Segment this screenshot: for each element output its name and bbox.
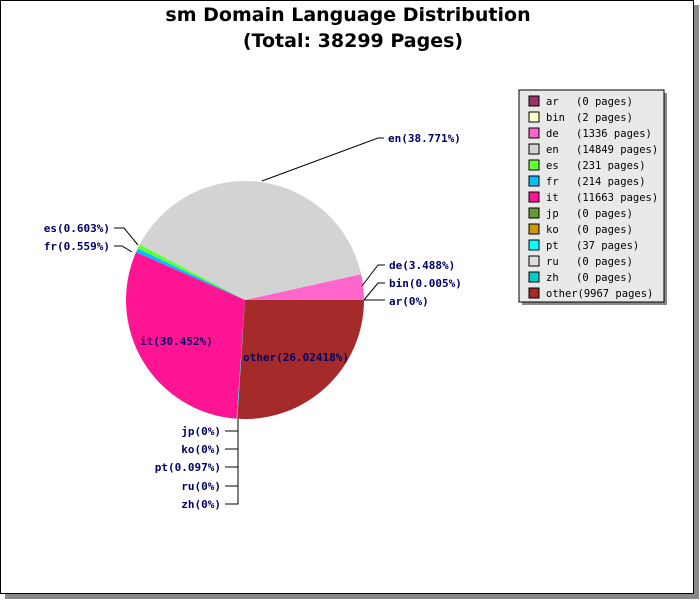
pie-slice-de <box>245 274 364 300</box>
legend-pages-jp: (0 pages) <box>576 208 633 220</box>
legend-pages-ko: (0 pages) <box>576 224 633 236</box>
legend-key-de: de <box>546 128 559 140</box>
leader-line-ru <box>225 419 239 487</box>
legend-key-it: it <box>546 192 559 204</box>
leader-line-es <box>114 227 139 246</box>
slice-label-de: de(3.488%) <box>389 259 455 272</box>
legend-box <box>518 89 665 303</box>
pie-slice-en <box>139 181 362 300</box>
legend-pages-pt: (37 pages) <box>576 240 639 252</box>
legend-key-es: es <box>546 160 559 172</box>
slice-label-zh: zh(0%) <box>181 498 221 511</box>
legend-pages-other: (9967 pages) <box>578 288 654 300</box>
chart-subtitle: (Total: 38299 Pages) <box>243 30 463 52</box>
leader-line-jp <box>225 419 239 432</box>
label-leaders <box>114 137 385 505</box>
slice-label-ru: ru(0%) <box>181 480 221 493</box>
legend-pages-de: (1336 pages) <box>576 128 652 140</box>
legend-key-fr: fr <box>546 176 559 188</box>
legend-swatch-de <box>528 127 540 139</box>
slice-label-other: other(26.02418%) <box>243 351 349 364</box>
pie-slice-pt <box>236 300 245 419</box>
legend-key-ar: ar <box>546 96 559 108</box>
legend-key-ru: ru <box>546 256 559 268</box>
legend-pages-ru: (0 pages) <box>576 256 633 268</box>
leader-line-de <box>361 264 385 287</box>
slice-label-es: es(0.603%) <box>44 222 110 235</box>
legend-key-zh: zh <box>546 272 559 284</box>
slice-label-it: it(30.452%) <box>140 335 213 348</box>
legend-swatch-bin <box>528 111 540 123</box>
slice-label-bin: bin(0.005%) <box>389 277 462 290</box>
slice-label-jp: jp(0%) <box>181 425 221 438</box>
pie-slices <box>126 181 364 419</box>
slice-label-pt: pt(0.097%) <box>155 461 221 474</box>
legend-swatch-zh <box>528 271 540 283</box>
legend-swatch-en <box>528 143 540 155</box>
legend-pages-es: (231 pages) <box>576 160 646 172</box>
slice-label-ar: ar(0%) <box>389 295 429 308</box>
slice-label-fr: fr(0.559%) <box>44 240 110 253</box>
legend-swatch-pt <box>528 239 540 251</box>
legend-swatch-ru <box>528 255 540 267</box>
leader-line-en <box>261 137 384 182</box>
legend-pages-bin: (2 pages) <box>576 112 633 124</box>
slice-labels: ar(0%) bin(0.005%) de(3.488%) en(38.771%) es… <box>44 132 462 511</box>
legend: ar (0 pages) bin (2 pages) de (1336 pages) en (… <box>518 89 667 305</box>
leader-line-ko <box>225 419 239 450</box>
legend-swatch-jp <box>528 207 540 219</box>
legend-pages-fr: (214 pages) <box>576 176 646 188</box>
legend-pages-zh: (0 pages) <box>576 272 633 284</box>
legend-swatch-ar <box>528 95 540 107</box>
pie-slice-es <box>137 244 245 300</box>
legend-pages-en: (14849 pages) <box>576 144 658 156</box>
legend-key-pt: pt <box>546 240 559 252</box>
leader-line-fr <box>114 245 133 253</box>
legend-swatch-es <box>528 159 540 171</box>
legend-swatch-ko <box>528 223 540 235</box>
legend-pages-it: (11663 pages) <box>576 192 658 204</box>
legend-swatch-it <box>528 191 540 203</box>
slice-label-ko: ko(0%) <box>181 443 221 456</box>
pie-slice-it <box>126 252 245 419</box>
legend-key-en: en <box>546 144 559 156</box>
legend-key-ko: ko <box>546 224 559 236</box>
legend-key-jp: jp <box>546 208 559 220</box>
chart-title: sm Domain Language Distribution <box>165 4 530 26</box>
legend-swatch-fr <box>528 175 540 187</box>
legend-key-other: other <box>546 288 578 300</box>
leader-line-zh <box>225 419 239 505</box>
leader-line-pt <box>225 419 239 468</box>
leader-line-bin <box>363 282 385 301</box>
legend-pages-ar: (0 pages) <box>576 96 633 108</box>
legend-key-bin: bin <box>546 112 565 124</box>
legend-swatch-other <box>528 287 540 299</box>
pie-slice-other <box>237 300 364 419</box>
slice-label-en: en(38.771%) <box>388 132 461 145</box>
pie-slice-fr <box>136 248 245 300</box>
